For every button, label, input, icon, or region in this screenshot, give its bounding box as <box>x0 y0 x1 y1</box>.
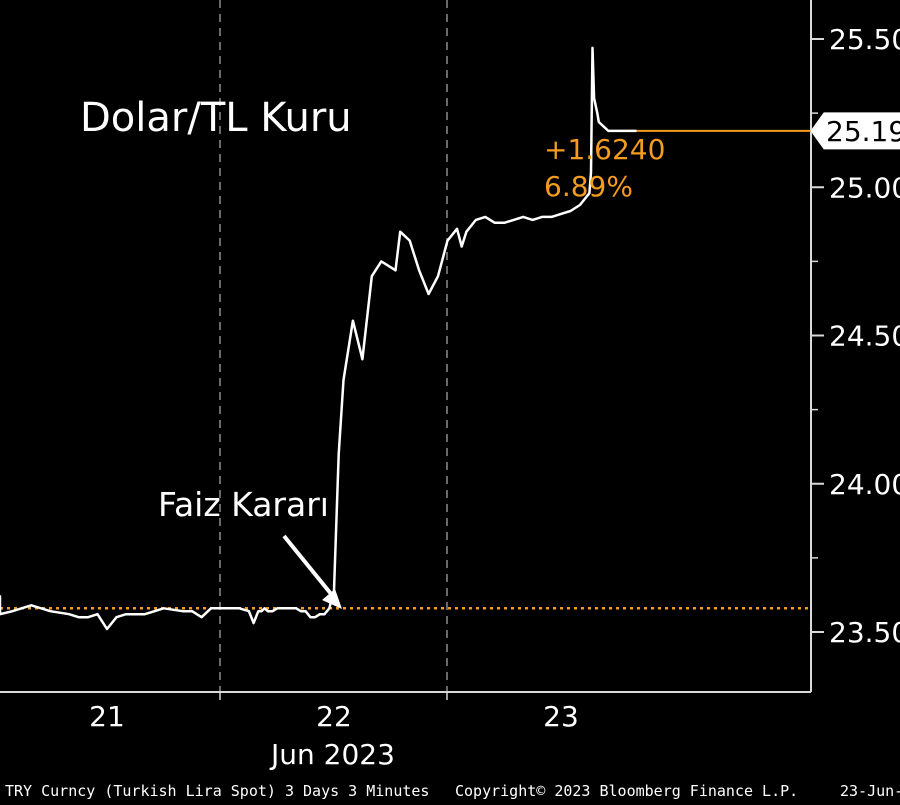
x-tick-label: 23 <box>543 700 579 733</box>
annotation-label: Faiz Kararı <box>158 485 329 524</box>
series-line-usdtry <box>0 46 637 631</box>
footer-date: 23-Jun- <box>840 782 900 800</box>
y-tick-label: 25.00 <box>829 171 900 204</box>
y-axis-ticks: 23.50 24.00 24.50 25.00 25.50 <box>811 23 900 649</box>
y-tick-label: 24.50 <box>829 320 900 353</box>
annotation-arrow <box>282 534 342 609</box>
footer-security-description: TRY Curncy (Turkish Lira Spot) 3 Days 3 … <box>5 782 429 800</box>
x-axis-label: Jun 2023 <box>269 738 395 771</box>
y-tick-label: 25.50 <box>829 23 900 56</box>
x-axis-ticks: 21 22 23 <box>89 692 579 733</box>
footer-copyright: Copyright© 2023 Bloomberg Finance L.P. <box>455 782 798 800</box>
y-tick-label: 23.50 <box>829 616 900 649</box>
last-value-tag: 25.19 <box>810 112 900 150</box>
change-absolute-label: +1.6240 <box>544 133 665 166</box>
vertical-gridlines <box>219 0 448 692</box>
x-tick-label: 21 <box>89 700 125 733</box>
x-tick-label: 22 <box>316 700 352 733</box>
last-value-tag-shape <box>810 112 900 150</box>
y-tick-label: 24.00 <box>829 468 900 501</box>
last-value-label: 25.19 <box>826 115 900 148</box>
chart-title: Dolar/TL Kuru <box>80 95 352 141</box>
change-percent-label: 6.89% <box>544 170 633 203</box>
